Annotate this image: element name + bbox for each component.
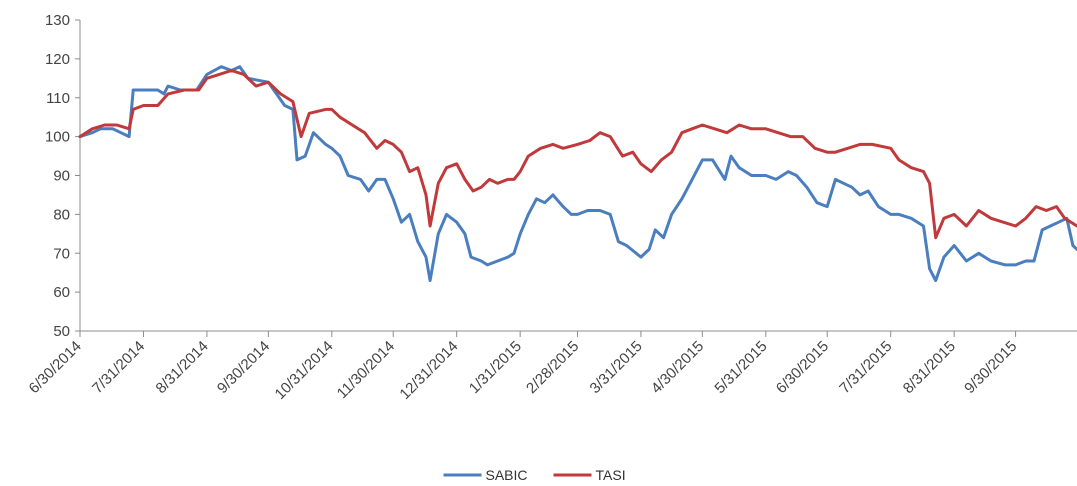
y-tick-label: 130 [45,12,70,29]
legend-item-sabic: SABIC [443,467,528,483]
legend-label: SABIC [486,467,528,483]
y-tick-label: 60 [53,284,70,301]
x-tick-label: 10/31/2014 [272,338,337,403]
x-tick-label: 9/30/2015 [961,338,1020,397]
x-tick-label: 8/31/2014 [153,338,212,397]
x-tick-label: 7/31/2015 [836,338,895,397]
x-tick-label: 6/30/2015 [773,338,832,397]
legend-item-tasi: TASI [553,467,626,483]
y-tick-label: 50 [53,323,70,340]
y-tick-label: 80 [53,206,70,223]
y-tick-label: 100 [45,129,70,146]
legend-label: TASI [596,467,626,483]
x-tick-label: 3/31/2015 [587,338,646,397]
series-layer [78,65,1077,282]
x-tick-label: 5/31/2015 [711,338,770,397]
x-tick-label: 12/31/2014 [396,338,461,403]
y-tick-label: 90 [53,168,70,185]
x-tick-label: 2/28/2015 [523,338,582,397]
x-tick-label: 4/30/2015 [648,338,707,397]
y-tick-label: 110 [46,90,70,107]
x-tick-label: 6/30/2014 [26,338,85,397]
y-tick-label: 70 [53,245,70,262]
y-tick-label: 120 [45,51,70,68]
x-tick-label: 1/31/2015 [466,338,525,397]
y-axis: 50 60 70 80 90 100 110 120 130 [45,12,81,340]
x-tick-label: 8/31/2015 [900,338,959,397]
x-axis: 6/30/2014 7/31/2014 8/31/2014 9/30/201410/3… [26,330,1077,403]
series-line-sabic [78,65,1077,282]
series-line-tasi [78,69,1077,240]
x-tick-label: 7/31/2014 [89,338,148,397]
legend: SABIC TASI [443,467,626,483]
x-tick-label: 9/30/2014 [214,338,273,397]
x-tick-label: 11/30/2014 [334,338,398,402]
